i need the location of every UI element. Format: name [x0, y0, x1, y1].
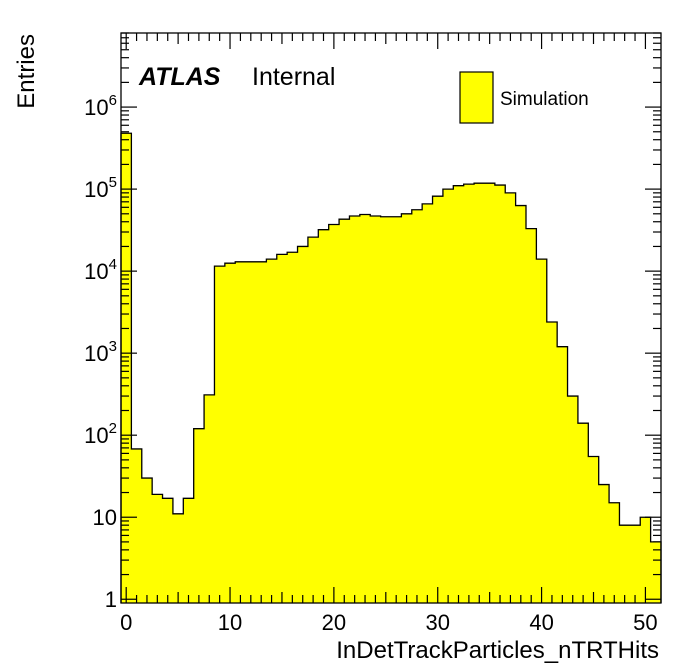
histogram-bar — [474, 183, 485, 603]
histogram-bar — [391, 216, 402, 603]
histogram-bar — [172, 513, 184, 603]
histogram-bar — [526, 228, 537, 603]
histogram-bar — [557, 346, 568, 603]
histogram-bar — [141, 478, 153, 603]
histogram-bar — [276, 254, 288, 603]
histogram-bar — [266, 259, 278, 603]
histogram-bar — [307, 237, 319, 603]
legend-label: Simulation — [500, 89, 589, 110]
histogram-bar — [131, 448, 143, 603]
histogram-bar — [204, 394, 215, 603]
histogram-bar — [442, 189, 454, 604]
histogram-bar — [515, 205, 527, 603]
histogram-bar — [152, 494, 163, 603]
histogram-bar — [422, 203, 433, 603]
histogram-bar — [318, 229, 330, 604]
x-tick-label: 10 — [218, 610, 242, 635]
legend-swatch — [459, 71, 494, 124]
y-tick-label: 1 — [105, 587, 117, 612]
y-axis-title: Entries — [13, 34, 40, 109]
histogram-bar — [401, 213, 413, 603]
histogram-bar — [577, 423, 589, 603]
histogram-bar — [193, 428, 205, 603]
histogram-bar — [214, 266, 226, 603]
axis-ticks — [121, 32, 661, 603]
atlas-label: ATLAS — [138, 63, 221, 91]
histogram-bar — [588, 456, 600, 603]
histogram-bar — [359, 214, 371, 604]
histogram-bar — [328, 224, 340, 604]
histogram-bar — [546, 321, 558, 603]
x-tick-label: 40 — [529, 610, 553, 635]
histogram-bar — [629, 525, 641, 603]
histogram-bar — [380, 216, 392, 603]
histogram-bar — [121, 133, 132, 603]
plot-frame — [120, 32, 662, 604]
x-tick-label: 0 — [120, 610, 132, 635]
x-tick-label: 30 — [425, 610, 449, 635]
histogram-bar — [505, 192, 517, 603]
histogram-bar — [536, 259, 548, 603]
y-tick-label: 102 — [84, 420, 117, 448]
y-tick-label: 105 — [84, 174, 117, 202]
x-axis-title: InDetTrackParticles_nTRTHits — [336, 637, 659, 664]
internal-label: Internal — [252, 63, 335, 91]
histogram-bar — [224, 263, 236, 603]
histogram-bars — [121, 133, 662, 604]
y-tick-label: 104 — [84, 256, 117, 284]
histogram-bar — [370, 216, 382, 604]
histogram-bar — [297, 246, 309, 603]
histogram-bar — [235, 261, 247, 603]
y-tick-label: 103 — [84, 338, 117, 366]
histogram-bar — [619, 525, 631, 603]
histogram-bar — [287, 252, 298, 603]
histogram-bar — [650, 541, 662, 603]
histogram-bar — [453, 185, 465, 603]
x-tick-labels: 0 10 20 30 40 50 — [120, 610, 658, 635]
histogram-bar — [256, 261, 267, 603]
histogram-outline — [120, 132, 662, 603]
x-tick-label: 20 — [322, 610, 346, 635]
histogram-bar — [494, 185, 506, 603]
y-tick-labels: 1 10 102 103 104 105 106 — [84, 92, 117, 612]
histogram-bar — [484, 183, 496, 603]
histogram-bar — [640, 517, 652, 603]
x-tick-label: 50 — [633, 610, 657, 635]
histogram-bar — [411, 209, 423, 604]
histogram-bar — [339, 219, 350, 604]
histogram-bar — [598, 484, 610, 603]
y-tick-label: 10 — [93, 505, 117, 530]
histogram-bar — [609, 502, 620, 603]
histogram-bar — [463, 184, 475, 603]
histogram-bar — [183, 498, 195, 603]
histogram-bar — [349, 216, 361, 604]
y-tick-label: 106 — [84, 92, 117, 120]
histogram-bar — [432, 196, 444, 603]
histogram-bar — [162, 498, 174, 603]
histogram-bar — [245, 261, 257, 603]
histogram-bar — [567, 396, 579, 603]
